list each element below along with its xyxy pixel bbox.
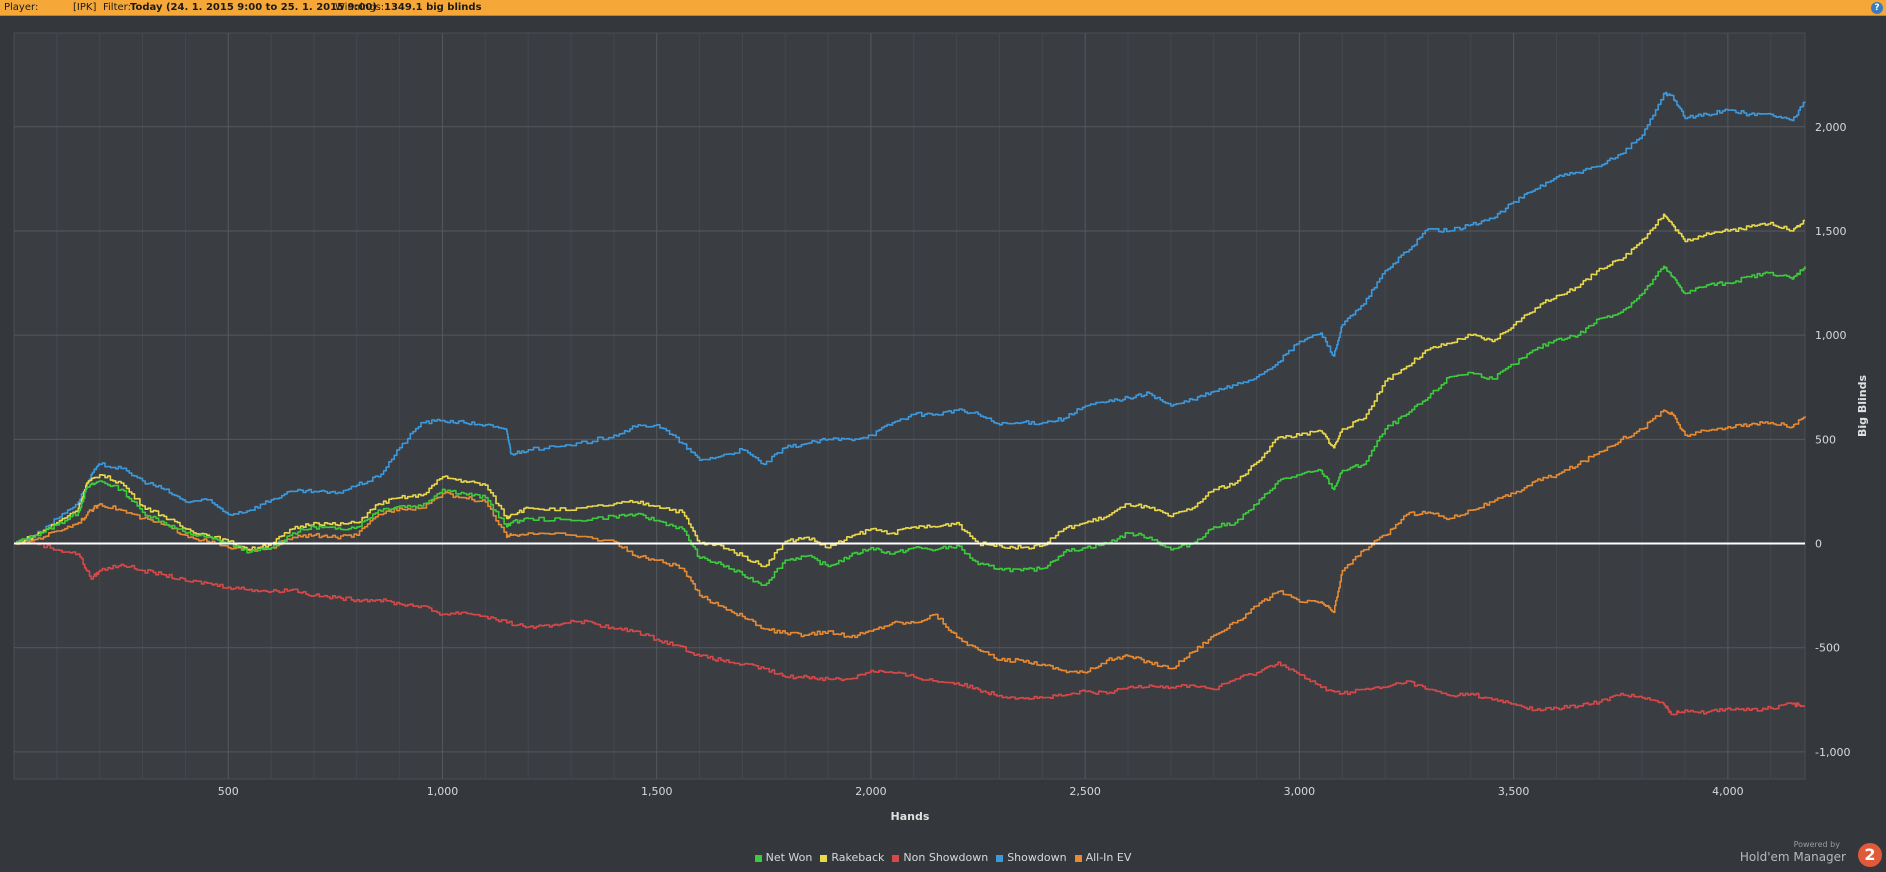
y-tick-label: 500 bbox=[1815, 433, 1836, 446]
y-axis-label: Big Blinds bbox=[1856, 375, 1869, 437]
x-tick-label: 500 bbox=[218, 785, 239, 798]
series-line-all-in-ev bbox=[14, 409, 1806, 674]
legend-item-all-in-ev[interactable]: All-In EV bbox=[1074, 851, 1132, 864]
filter-value[interactable]: Today (24. 1. 2015 9:00 to 25. 1. 2015 9… bbox=[130, 2, 377, 13]
legend-swatch bbox=[820, 854, 828, 862]
brand-name: Hold'em Manager bbox=[1739, 850, 1846, 864]
winnings-value: 1349.1 big blinds bbox=[384, 2, 482, 13]
x-tick-label: 2,000 bbox=[855, 785, 887, 798]
minor-grid bbox=[56, 33, 1772, 779]
player-label: Player: bbox=[4, 2, 39, 13]
legend-item-showdown[interactable]: Showdown bbox=[996, 851, 1067, 864]
x-tick-label: 4,000 bbox=[1712, 785, 1744, 798]
x-tick-label: 1,500 bbox=[641, 785, 673, 798]
winnings-label: Winnings: bbox=[335, 2, 385, 13]
y-tick-label: 0 bbox=[1815, 538, 1822, 551]
series-line-net-won bbox=[14, 265, 1806, 586]
legend-item-rakeback[interactable]: Rakeback bbox=[820, 851, 884, 864]
x-axis-ticks: 500 1,000 1,500 2,000 2,500 3,000 3,500 4,000 bbox=[218, 785, 1744, 798]
legend-item-net-won[interactable]: Net Won bbox=[754, 851, 813, 864]
y-tick-label: 1,500 bbox=[1815, 225, 1847, 238]
y-axis-ticks: 2,000 1,500 1,000 500 0 -500 -1,000 bbox=[1815, 121, 1850, 759]
player-value: [IPK] bbox=[73, 2, 97, 13]
y-tick-label: 2,000 bbox=[1815, 121, 1847, 134]
y-tick-label: -1,000 bbox=[1815, 746, 1850, 759]
legend-label: Net Won bbox=[765, 851, 813, 864]
winnings-graph: 500 1,000 1,500 2,000 2,500 3,000 3,500 4,000 2… bbox=[13, 32, 1869, 823]
legend-item-non-showdown[interactable]: Non Showdown bbox=[892, 851, 988, 864]
x-tick-label: 1,000 bbox=[427, 785, 459, 798]
x-tick-label: 3,500 bbox=[1498, 785, 1530, 798]
legend-swatch bbox=[754, 854, 762, 862]
series-layer bbox=[14, 91, 1806, 716]
legend-label: Rakeback bbox=[831, 851, 885, 864]
x-axis-label: Hands bbox=[891, 810, 930, 823]
plot-background bbox=[13, 32, 1806, 780]
y-tick-label: -500 bbox=[1815, 642, 1840, 655]
powered-by-text: Powered by bbox=[1793, 840, 1840, 849]
y-tick-label: 1,000 bbox=[1815, 329, 1847, 342]
legend-swatch bbox=[996, 854, 1004, 862]
legend-label: All-In EV bbox=[1085, 851, 1132, 864]
series-line-rakeback bbox=[14, 213, 1805, 568]
top-info-bar: Player: [IPK] Filter: Today (24. 1. 2015… bbox=[0, 0, 1886, 16]
x-tick-label: 2,500 bbox=[1069, 785, 1101, 798]
legend-swatch bbox=[1074, 854, 1082, 862]
legend-label: Non Showdown bbox=[903, 851, 989, 864]
chart-legend: Net Won Rakeback Non Showdown Showdown All-I… bbox=[0, 851, 1886, 864]
series-line-showdown bbox=[14, 91, 1806, 545]
filter-label: Filter: bbox=[103, 2, 131, 13]
legend-swatch bbox=[892, 854, 900, 862]
help-icon[interactable]: ? bbox=[1871, 2, 1883, 14]
series-line-non-showdown bbox=[14, 539, 1805, 716]
hem2-logo: 2 bbox=[1858, 843, 1882, 867]
legend-label: Showdown bbox=[1007, 851, 1067, 864]
x-tick-label: 3,000 bbox=[1284, 785, 1316, 798]
